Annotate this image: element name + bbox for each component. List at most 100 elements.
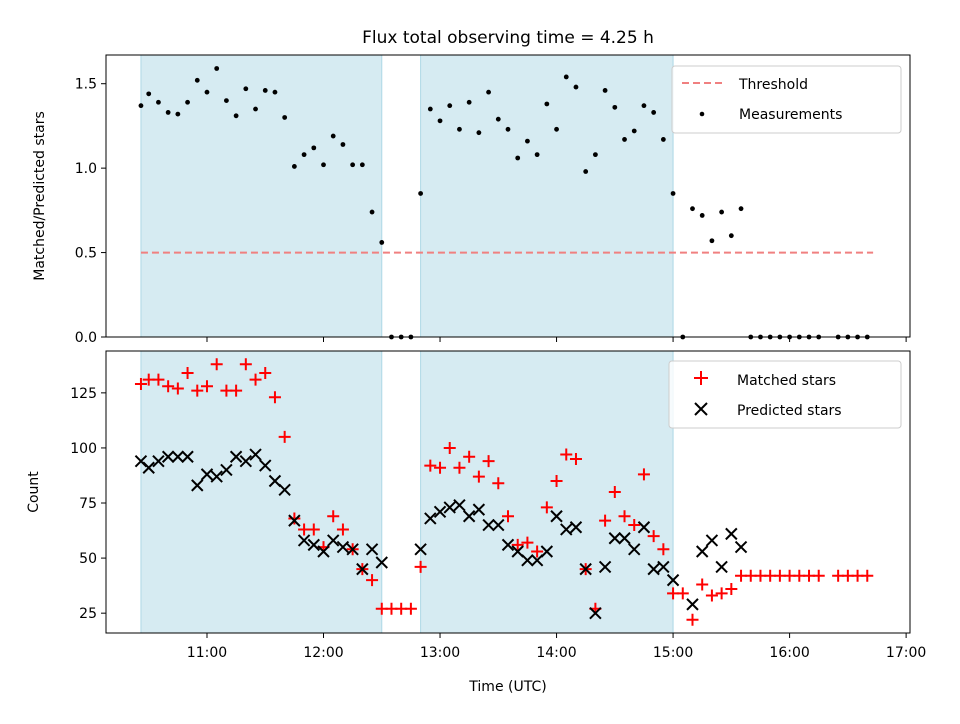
matched-stars-point [531, 545, 544, 558]
matched-stars-point [511, 538, 524, 551]
measurements-point [301, 152, 307, 158]
x-tick-label: 15:00 [653, 645, 693, 661]
predicted-stars-point [249, 448, 262, 461]
matched-stars-point [288, 512, 301, 525]
measurements-point [233, 113, 239, 119]
matched-stars-point [715, 587, 728, 600]
matched-stars-point [657, 543, 670, 556]
top-axes-frame [105, 54, 911, 338]
measurements-point [554, 126, 559, 132]
matched-stars-point [599, 514, 612, 527]
matched-stars-point [366, 574, 379, 587]
bottom-panel: 25 50 75 100 125 11:00 12:00 13:00 14:00 15:00 16… [26, 350, 926, 695]
predicted-stars-point [715, 560, 728, 574]
predicted-stars-point [297, 534, 311, 547]
measurements-point [311, 145, 317, 151]
x-tick-label: 16:00 [769, 645, 809, 661]
predicted-stars-point [647, 562, 660, 576]
matched-stars-point [200, 380, 213, 393]
predicted-stars-point [200, 468, 214, 481]
measurements-point [427, 106, 433, 112]
measurements-point [651, 110, 657, 115]
predicted-stars-point [229, 450, 243, 463]
measurements-point [670, 191, 676, 196]
predicted-stars-point [453, 499, 466, 512]
matched-stars-point [327, 510, 340, 523]
bottom-y-ticks: 25 50 75 100 125 [70, 386, 106, 622]
measurements-point [359, 162, 365, 168]
predicted-stars-point [705, 534, 719, 547]
measurements-point [476, 130, 482, 136]
predicted-stars-point [346, 543, 359, 556]
predicted-stars-point [220, 463, 233, 477]
matched-stars-point [550, 474, 563, 487]
bottom-y-tick-label: 100 [70, 441, 97, 457]
bottom-y-tick-label: 50 [79, 551, 97, 567]
predicted-stars-point [424, 512, 437, 525]
top-legend: Threshold Measurements [671, 65, 902, 134]
x-tick-label: 12:00 [303, 645, 343, 661]
matched-stars-point [278, 430, 291, 443]
matched-stars-point [463, 450, 476, 463]
measurements-point [330, 133, 336, 139]
bottom-y-tick-label: 125 [70, 386, 97, 402]
matched-stars-point [569, 452, 582, 465]
predicted-stars-point [210, 470, 223, 483]
predicted-stars-point [259, 459, 272, 472]
matched-stars-point [608, 486, 621, 498]
top-x-ticks [206, 337, 907, 342]
measurements-point [592, 152, 598, 158]
matched-stars-point [259, 367, 272, 380]
top-panel: 0.0 0.5 1.0 1.5 Matched/Predicted stars Thr… [32, 54, 911, 346]
x-tick-label: 11:00 [187, 645, 227, 661]
matched-stars-point [560, 448, 573, 461]
measurements-point [612, 104, 618, 110]
matched-stars-point [453, 461, 466, 474]
matched-stars-point [414, 560, 427, 573]
predicted-stars-point [550, 510, 563, 523]
measurements-point [204, 89, 210, 95]
measurements-point [437, 118, 443, 124]
matched-stars-point [434, 461, 447, 474]
matched-stars-point [239, 358, 252, 371]
predicted-stars-point [560, 523, 573, 536]
predicted-stars-point [618, 532, 631, 545]
predicted-stars-point [628, 543, 641, 556]
predicted-stars-point [511, 545, 524, 558]
bottom-x-ticks: 11:00 12:00 13:00 14:00 15:00 16:00 17:00 [187, 633, 926, 661]
top-legend-box [671, 65, 902, 134]
measurements-point [660, 137, 666, 142]
measurements-point [505, 126, 511, 132]
predicted-stars-point [278, 483, 291, 497]
matched-stars-point [162, 380, 175, 393]
measurements-point [253, 106, 258, 112]
predicted-stars-point [734, 540, 748, 554]
predicted-stars-point [356, 562, 369, 576]
measurements-point [525, 138, 530, 144]
matched-stars-point [540, 501, 553, 514]
matched-stars-point [134, 378, 147, 391]
measurements-point [175, 111, 181, 117]
bottom-axes-frame [105, 350, 911, 634]
measurements-point [457, 126, 462, 132]
predicted-stars-point [239, 454, 253, 468]
predicted-stars-point [191, 479, 204, 492]
bottom-shaded-regions [140, 350, 674, 634]
measurements-point [146, 91, 152, 97]
predicted-stars-point [501, 538, 515, 552]
measurements-point [738, 206, 744, 212]
measurements-point [185, 99, 190, 105]
bottom-legend: Matched stars Predicted stars [668, 360, 902, 429]
measurements-point [447, 103, 453, 109]
top-y-tick-label: 0.5 [75, 246, 97, 262]
measurements-point [728, 233, 734, 239]
predicted-stars-point [181, 450, 194, 463]
measurements-point [369, 209, 375, 215]
predicted-stars-point [482, 518, 495, 532]
matched-stars-point [618, 510, 631, 523]
x-tick-label: 14:00 [536, 645, 576, 661]
measurements-point [699, 213, 705, 218]
measurements-point [138, 103, 144, 109]
x-tick-label: 17:00 [886, 645, 926, 661]
bottom-y-tick-label: 25 [79, 606, 97, 622]
